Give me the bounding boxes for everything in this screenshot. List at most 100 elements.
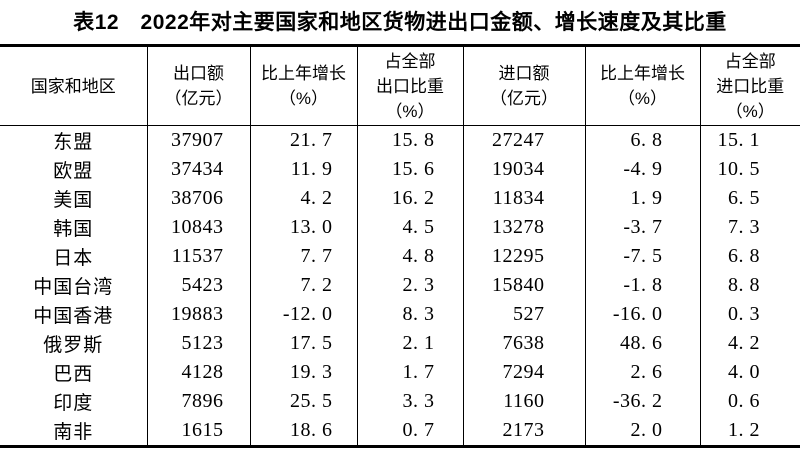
value-cell: 48. 6	[585, 329, 701, 358]
value-cell: 1. 9	[585, 184, 701, 213]
value-cell: 7638	[463, 329, 586, 358]
value-cell: 38706	[147, 184, 251, 213]
value-cell: 7. 7	[250, 242, 358, 271]
value-cell: -16. 0	[585, 300, 701, 329]
table-row: 韩国 10843 13. 0 4. 5 13278 -3. 7 7. 3	[0, 213, 800, 242]
value-cell: 11834	[463, 184, 586, 213]
table-row: 印度 7896 25. 5 3. 3 1160 -36. 2 0. 6	[0, 387, 800, 416]
value-cell: 1. 7	[357, 358, 464, 387]
value-cell: -4. 9	[585, 155, 701, 184]
value-cell: 5423	[147, 271, 251, 300]
value-cell: 11537	[147, 242, 251, 271]
value-cell: 12295	[463, 242, 586, 271]
value-cell: 27247	[463, 125, 586, 155]
value-cell: 21. 7	[250, 125, 358, 155]
value-cell: 15840	[463, 271, 586, 300]
table-row: 中国香港 19883 -12. 0 8. 3 527 -16. 0 0. 3	[0, 300, 800, 329]
column-header: 出口额 （亿元）	[147, 45, 251, 126]
value-cell: 7. 3	[728, 216, 760, 238]
value-cell: -7. 5	[585, 242, 701, 271]
value-cell: 8. 3	[357, 300, 464, 329]
value-cell: 4. 2	[250, 184, 358, 213]
value-cell: 2. 6	[585, 358, 701, 387]
value-cell: 8. 8	[728, 274, 760, 296]
value-cell: 2173	[463, 416, 586, 447]
region-cell: 俄罗斯	[0, 329, 148, 358]
value-cell: 10843	[147, 213, 251, 242]
column-header: 比上年增长 （%）	[585, 45, 701, 126]
value-cell: 4. 5	[357, 213, 464, 242]
value-cell: 15. 8	[357, 125, 464, 155]
table-row: 东盟 37907 21. 7 15. 8 27247 6. 8 15. 1	[0, 125, 800, 155]
region-cell: 中国香港	[0, 300, 148, 329]
value-cell: 2. 0	[585, 416, 701, 447]
value-cell: 1615	[147, 416, 251, 447]
value-cell: 10. 5	[717, 158, 760, 180]
value-cell: 2. 3	[357, 271, 464, 300]
value-cell: 15. 1	[717, 129, 760, 151]
region-cell: 日本	[0, 242, 148, 271]
column-header: 占全部 进口比重 （%）	[700, 45, 800, 126]
value-cell: 0. 6	[728, 390, 760, 412]
value-cell: 19. 3	[250, 358, 358, 387]
value-cell: 2. 1	[357, 329, 464, 358]
region-cell: 韩国	[0, 213, 148, 242]
value-cell: -12. 0	[250, 300, 358, 329]
value-cell: -36. 2	[585, 387, 701, 416]
value-cell: 16. 2	[357, 184, 464, 213]
value-cell: 37434	[147, 155, 251, 184]
value-cell: 4. 2	[728, 332, 760, 354]
value-cell: 0. 7	[357, 416, 464, 447]
table-row: 美国 38706 4. 2 16. 2 11834 1. 9 6. 5	[0, 184, 800, 213]
table-head: 国家和地区 出口额 （亿元） 比上年增长 （%） 占全部 出口比重 （%） 进口额 （亿…	[0, 45, 800, 126]
header-row: 国家和地区 出口额 （亿元） 比上年增长 （%） 占全部 出口比重 （%） 进口额 （亿…	[0, 45, 800, 126]
value-cell: 13. 0	[250, 213, 358, 242]
value-cell: -3. 7	[585, 213, 701, 242]
table-row: 俄罗斯 5123 17. 5 2. 1 7638 48. 6 4. 2	[0, 329, 800, 358]
value-cell: 6. 5	[728, 187, 760, 209]
value-cell: 11. 9	[250, 155, 358, 184]
value-cell: 5123	[147, 329, 251, 358]
value-cell: 7. 2	[250, 271, 358, 300]
table-row: 中国台湾 5423 7. 2 2. 3 15840 -1. 8 8. 8	[0, 271, 800, 300]
value-cell: 527	[463, 300, 586, 329]
table-row: 南非 1615 18. 6 0. 7 2173 2. 0 1. 2	[0, 416, 800, 447]
value-cell: 1160	[463, 387, 586, 416]
trade-table: 国家和地区 出口额 （亿元） 比上年增长 （%） 占全部 出口比重 （%） 进口额 （亿…	[0, 44, 800, 448]
value-cell: 37907	[147, 125, 251, 155]
value-cell: 17. 5	[250, 329, 358, 358]
region-cell: 印度	[0, 387, 148, 416]
table-row: 欧盟 37434 11. 9 15. 6 19034 -4. 9 10. 5	[0, 155, 800, 184]
value-cell: 18. 6	[250, 416, 358, 447]
region-cell: 南非	[0, 416, 148, 447]
table-title: 表12 2022年对主要国家和地区货物进出口金额、增长速度及其比重	[73, 11, 727, 34]
region-cell: 欧盟	[0, 155, 148, 184]
value-cell: 4. 0	[728, 361, 760, 383]
column-header: 进口额 （亿元）	[463, 45, 586, 126]
table-row: 巴西 4128 19. 3 1. 7 7294 2. 6 4. 0	[0, 358, 800, 387]
value-cell: 3. 3	[357, 387, 464, 416]
region-cell: 中国台湾	[0, 271, 148, 300]
column-header: 国家和地区	[0, 45, 148, 126]
value-cell: 6. 8	[585, 125, 701, 155]
value-cell: 7896	[147, 387, 251, 416]
value-cell: 15. 6	[357, 155, 464, 184]
value-cell: 7294	[463, 358, 586, 387]
table-row: 日本 11537 7. 7 4. 8 12295 -7. 5 6. 8	[0, 242, 800, 271]
value-cell: 1. 2	[728, 419, 760, 441]
region-cell: 巴西	[0, 358, 148, 387]
column-header: 占全部 出口比重 （%）	[357, 45, 464, 126]
value-cell: 25. 5	[250, 387, 358, 416]
value-cell: 6. 8	[728, 245, 760, 267]
value-cell: 13278	[463, 213, 586, 242]
value-cell: -1. 8	[585, 271, 701, 300]
value-cell: 0. 3	[728, 303, 760, 325]
region-cell: 美国	[0, 184, 148, 213]
value-cell: 4128	[147, 358, 251, 387]
value-cell: 19883	[147, 300, 251, 329]
value-cell: 19034	[463, 155, 586, 184]
table-body: 东盟 37907 21. 7 15. 8 27247 6. 8 15. 1 欧盟 37434 11…	[0, 125, 800, 447]
region-cell: 东盟	[0, 125, 148, 155]
column-header: 比上年增长 （%）	[250, 45, 358, 126]
